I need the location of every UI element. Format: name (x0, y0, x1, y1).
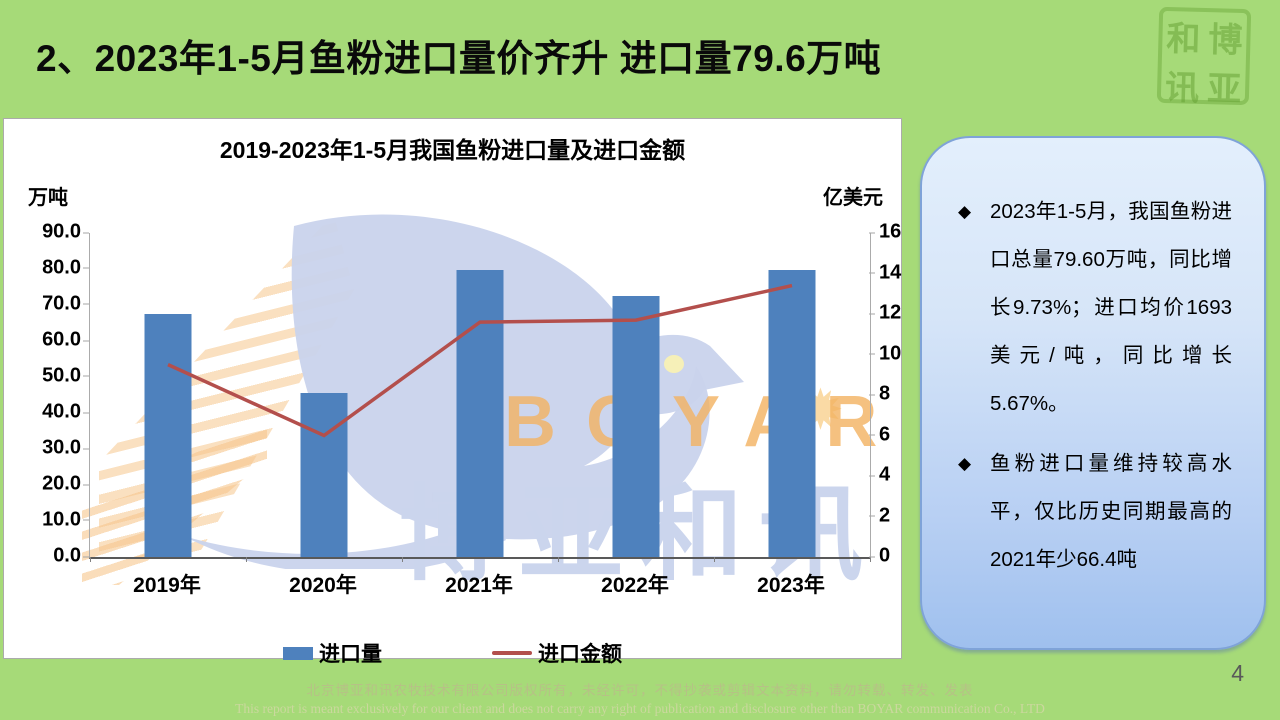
chart-panel: ✹ BOYAR 博亚和讯 2019-2023年1-5月我国鱼粉进口量及进口金额 … (3, 118, 902, 666)
seal-char: 亚 (1206, 70, 1242, 109)
axis-tick-label: 60.0 (42, 328, 89, 351)
left-axis-unit: 万吨 (28, 187, 68, 209)
seal-char: 讯 (1164, 69, 1200, 108)
axis-tick-label: 90.0 (42, 220, 89, 243)
bar-2023年 (768, 270, 816, 557)
x-axis-tickmark (558, 557, 559, 562)
right-axis-unit: 亿美元 (823, 187, 883, 209)
left-axis-ticks: 90.0 80.0 70.0 60.0 50.0 40.0 30.0 20.0 10.0 0.0 (4, 221, 89, 567)
chart-title: 2019-2023年1-5月我国鱼粉进口量及进口金额 (219, 137, 686, 163)
axis-tick-label: 40.0 (42, 400, 89, 423)
x-axis-label: 2019年 (133, 574, 201, 597)
right-axis-ticks: 16 14 12 10 8 6 4 2 0 (868, 221, 919, 567)
axis-tick-label: 0.0 (53, 544, 89, 567)
axis-tick-label: 6 (868, 423, 891, 445)
slide-title: 2、2023年1-5月鱼粉进口量价齐升 进口量79.6万吨 (36, 38, 882, 79)
axis-tick-label: 0 (868, 544, 891, 567)
x-axis-tickmark (402, 557, 403, 562)
footer-copyright-en: This report is meant exclusively for our… (235, 701, 1045, 716)
axis-tick-label: 10.0 (42, 508, 89, 531)
boyar-seal-logo: 和 博 讯 亚 (1156, 6, 1252, 109)
bar-2022年 (612, 296, 660, 557)
legend-item-bar: 进口量 (283, 638, 382, 668)
chart-legend: 进口量 进口金额 (4, 638, 901, 668)
axis-tick-label: 10 (868, 342, 902, 364)
axis-tick-label: 30.0 (42, 436, 89, 459)
infobox-bullet: ◆ 2023年1-5月，我国鱼粉进口总量79.60万吨，同比增长9.73%；进口… (958, 188, 1232, 428)
summary-infobox: ◆ 2023年1-5月，我国鱼粉进口总量79.60万吨，同比增长9.73%；进口… (920, 136, 1266, 650)
infobox-bullet: ◆ 鱼粉进口量维持较高水平，仅比历史同期最高的2021年少66.4吨 (958, 440, 1232, 584)
axis-tick-label: 70.0 (42, 292, 89, 315)
axis-tick-label: 4 (868, 463, 891, 486)
footer-copyright-cn: 北京博亚和讯农牧技术有限公司版权所有，未经许可，不得抄袭或剪辑文本资料，请勿转载… (306, 683, 974, 698)
x-axis-label: 2021年 (445, 574, 513, 597)
axis-tick-label: 16 (868, 220, 902, 243)
axis-tick-label: 14 (868, 261, 902, 283)
seal-char: 和 (1165, 20, 1201, 59)
x-axis-tickmark (90, 557, 91, 562)
diamond-bullet-icon: ◆ (958, 202, 972, 221)
legend-label: 进口金额 (538, 643, 622, 666)
infobox-bullet-text: 鱼粉进口量维持较高水平，仅比历史同期最高的2021年少66.4吨 (990, 452, 1232, 571)
legend-label: 进口量 (319, 643, 382, 666)
footer: 北京博亚和讯农牧技术有限公司版权所有，未经许可，不得抄袭或剪辑文本资料，请勿转载… (0, 679, 1280, 717)
axis-tick-label: 20.0 (42, 472, 89, 495)
plot-area (89, 233, 871, 562)
axis-tick-label: 12 (868, 301, 902, 324)
axis-tick-label: 80.0 (42, 256, 89, 279)
x-axis-tickmark (714, 557, 715, 562)
bar-2020年 (300, 393, 348, 557)
legend-line-swatch (492, 651, 532, 655)
x-axis-labels: 2019年 2020年 2021年 2022年 2023年 (89, 569, 869, 599)
bar-2021年 (456, 270, 504, 557)
line-series (167, 283, 793, 438)
x-axis-label: 2020年 (289, 574, 357, 597)
bar-2019年 (144, 313, 192, 557)
legend-item-line: 进口金额 (492, 638, 622, 668)
x-axis-label: 2023年 (757, 574, 825, 597)
axis-tick-label: 8 (868, 382, 891, 405)
axis-tick-label: 2 (868, 504, 891, 526)
x-axis-tickmark (870, 557, 871, 562)
page-number: 4 (1231, 660, 1244, 686)
x-axis-label: 2022年 (601, 574, 669, 597)
infobox-bullet-text: 2023年1-5月，我国鱼粉进口总量79.60万吨，同比增长9.73%；进口均价… (990, 200, 1232, 415)
x-axis-tickmark (246, 557, 247, 562)
axis-tick-label: 50.0 (42, 364, 89, 387)
diamond-bullet-icon: ◆ (958, 454, 972, 473)
legend-bar-swatch (283, 646, 313, 660)
seal-char: 博 (1207, 21, 1243, 60)
